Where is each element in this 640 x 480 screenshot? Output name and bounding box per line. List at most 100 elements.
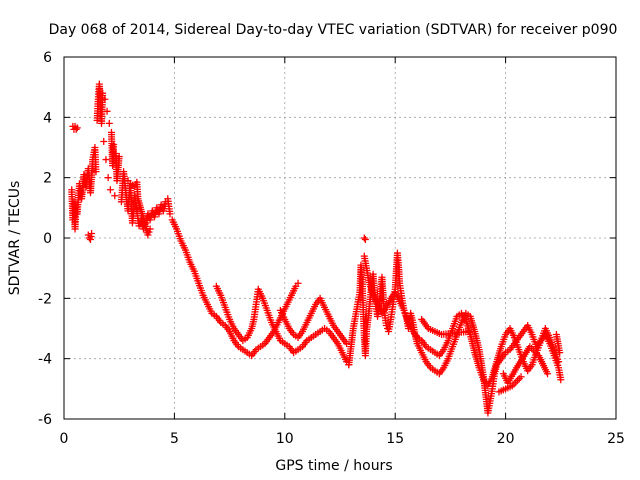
series-SDTVAR-mid-loop bbox=[212, 282, 353, 369]
chart-title: Day 068 of 2014, Sidereal Day-to-day VTE… bbox=[49, 22, 618, 38]
data-point bbox=[87, 232, 95, 240]
data-point bbox=[332, 326, 340, 334]
data-point bbox=[220, 301, 228, 309]
data-point bbox=[474, 362, 482, 370]
data-point bbox=[148, 209, 156, 217]
data-point bbox=[556, 373, 564, 381]
data-point bbox=[353, 303, 361, 311]
data-point bbox=[479, 373, 487, 381]
data-point bbox=[229, 334, 237, 342]
data-point bbox=[294, 279, 302, 287]
data-point bbox=[486, 399, 494, 407]
axis-ticks bbox=[63, 56, 617, 420]
x-tick-label: 20 bbox=[497, 431, 515, 447]
data-point bbox=[543, 368, 551, 376]
data-point bbox=[324, 310, 332, 318]
data-point bbox=[85, 234, 93, 242]
x-tick-label: 10 bbox=[276, 431, 294, 447]
data-point bbox=[180, 244, 188, 252]
data-point bbox=[332, 338, 340, 346]
data-point bbox=[527, 363, 535, 371]
data-point bbox=[368, 289, 376, 297]
data-point bbox=[457, 321, 465, 329]
data-point bbox=[262, 304, 270, 312]
data-point bbox=[497, 345, 505, 353]
data-point bbox=[284, 322, 292, 330]
data-point bbox=[381, 305, 389, 313]
data-point bbox=[492, 360, 500, 368]
data-point bbox=[104, 174, 112, 182]
x-axis-label: GPS time / hours bbox=[275, 458, 392, 474]
data-point bbox=[518, 330, 526, 338]
data-point bbox=[241, 347, 249, 355]
data-point bbox=[386, 318, 394, 326]
data-point bbox=[504, 347, 512, 355]
data-point bbox=[415, 335, 423, 343]
data-point bbox=[549, 343, 557, 351]
series-SDTVAR-late bbox=[345, 249, 565, 417]
data-point bbox=[157, 203, 165, 211]
data-point bbox=[264, 336, 272, 344]
data-point bbox=[460, 313, 468, 321]
data-point bbox=[249, 318, 257, 326]
y-tick-labels: -6 -4 -2 0 2 4 6 bbox=[38, 50, 52, 428]
data-point bbox=[341, 338, 349, 346]
data-point bbox=[509, 342, 517, 350]
data-point bbox=[310, 332, 318, 340]
data-point bbox=[286, 294, 294, 302]
data-point bbox=[408, 325, 416, 333]
y-tick-label: -4 bbox=[38, 352, 52, 368]
x-tick-label: 5 bbox=[170, 431, 179, 447]
data-point bbox=[509, 331, 517, 339]
data-point bbox=[425, 362, 433, 370]
data-point bbox=[237, 344, 245, 352]
data-point bbox=[233, 341, 241, 349]
data-point bbox=[105, 119, 113, 127]
data-point bbox=[92, 165, 100, 173]
data-point bbox=[229, 322, 237, 330]
data-point bbox=[470, 325, 478, 333]
data-point bbox=[215, 316, 223, 324]
y-tick-label: 6 bbox=[43, 50, 52, 66]
data-point bbox=[372, 298, 380, 306]
data-point bbox=[511, 366, 519, 374]
data-point bbox=[328, 332, 336, 340]
data-point bbox=[395, 295, 403, 303]
data-point bbox=[342, 355, 350, 363]
data-point bbox=[189, 265, 197, 273]
data-point bbox=[424, 344, 432, 352]
data-point bbox=[429, 365, 437, 373]
data-point bbox=[233, 329, 241, 337]
data-point bbox=[438, 348, 446, 356]
x-tick-label: 25 bbox=[607, 431, 625, 447]
data-point bbox=[72, 125, 80, 133]
data-point bbox=[267, 316, 275, 324]
data-point bbox=[311, 303, 319, 311]
data-point bbox=[386, 297, 394, 305]
data-point bbox=[448, 345, 456, 353]
data-point bbox=[99, 92, 107, 100]
data-marks bbox=[68, 80, 565, 417]
data-point bbox=[306, 312, 314, 320]
data-point bbox=[470, 346, 478, 354]
data-point bbox=[172, 223, 180, 231]
x-tick-labels: 0 5 10 15 20 25 bbox=[60, 431, 625, 447]
data-point bbox=[515, 375, 523, 383]
data-point bbox=[421, 355, 429, 363]
data-point bbox=[362, 262, 370, 270]
data-point bbox=[536, 339, 544, 347]
grid bbox=[64, 57, 616, 419]
data-point bbox=[435, 330, 443, 338]
data-point bbox=[360, 234, 368, 242]
data-point bbox=[132, 204, 140, 212]
data-point bbox=[176, 235, 184, 243]
data-point bbox=[247, 327, 255, 335]
data-point bbox=[166, 207, 174, 215]
data-point bbox=[443, 357, 451, 365]
data-point bbox=[361, 236, 369, 244]
y-tick-label: 4 bbox=[43, 110, 52, 126]
data-point bbox=[412, 332, 420, 340]
data-point bbox=[487, 375, 495, 383]
x-tick-label: 15 bbox=[386, 431, 404, 447]
y-tick-label: -6 bbox=[38, 412, 52, 428]
